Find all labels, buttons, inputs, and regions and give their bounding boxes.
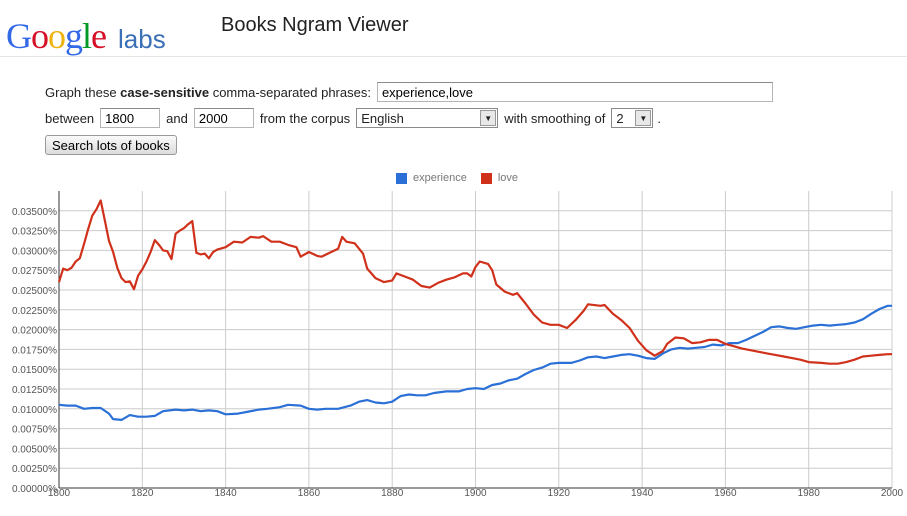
header: Google labs Books Ngram Viewer — [0, 0, 907, 57]
between-label: between — [45, 110, 95, 126]
series-line-experience — [58, 304, 892, 421]
y-tick-label: 0.00000% — [12, 484, 57, 495]
logo-letter: g — [65, 16, 83, 56]
legend-label-love: love — [497, 172, 519, 184]
x-tick-label: 1920 — [548, 488, 571, 499]
phrases-input[interactable] — [376, 82, 773, 102]
y-tick-label: 0.03250% — [12, 227, 57, 238]
x-tick-label: 1820 — [131, 488, 154, 499]
y-tick-label: 0.00250% — [12, 464, 57, 475]
end-punct: . — [657, 110, 661, 126]
chevron-down-icon: ▼ — [635, 110, 652, 126]
y-tick-label: 0.00750% — [12, 425, 57, 436]
and-label: and — [166, 110, 188, 126]
search-button[interactable]: Search lots of books — [45, 135, 177, 155]
y-tick-label: 0.01000% — [12, 405, 57, 416]
logo-letter: o — [48, 16, 66, 56]
logo-letter: l — [82, 16, 92, 56]
legend-swatch-love — [480, 172, 492, 184]
x-tick-label: 1900 — [464, 488, 487, 499]
y-tick-label: 0.03500% — [12, 207, 57, 218]
y-tick-label: 0.03000% — [12, 246, 57, 257]
legend-label-experience: experience — [413, 172, 467, 184]
legend-item-experience: experience — [396, 172, 467, 184]
smoothing-label: with smoothing of — [504, 110, 606, 126]
x-tick-label: 1960 — [714, 488, 737, 499]
x-tick-label: 1980 — [798, 488, 821, 499]
x-tick-label: 1800 — [48, 488, 71, 499]
options-row: between and from the corpus English ▼ wi… — [45, 108, 661, 128]
prompt-post: comma-separated phrases: — [212, 84, 371, 100]
y-tick-label: 0.01250% — [12, 385, 57, 396]
logo-letter: o — [31, 16, 49, 56]
x-tick-label: 2000 — [881, 488, 904, 499]
start-year-input[interactable] — [100, 108, 161, 128]
y-tick-label: 0.02500% — [12, 286, 57, 297]
google-logo[interactable]: Google — [6, 16, 107, 56]
prompt-pre: Graph these — [45, 84, 117, 100]
y-tick-label: 0.01750% — [12, 345, 57, 356]
legend-item-love: love — [480, 172, 519, 184]
smoothing-value: 2 — [616, 110, 624, 126]
x-tick-label: 1840 — [214, 488, 237, 499]
labs-label: labs — [118, 24, 166, 54]
series-line-love — [57, 199, 892, 365]
logo-letter: G — [6, 16, 32, 56]
corpus-select[interactable]: English ▼ — [356, 108, 499, 128]
y-tick-label: 0.02000% — [12, 326, 57, 337]
end-year-input[interactable] — [193, 108, 254, 128]
x-tick-label: 1860 — [298, 488, 321, 499]
y-tick-label: 0.02750% — [12, 266, 57, 277]
corpus-label: from the corpus — [259, 110, 351, 126]
app-title: Books Ngram Viewer — [221, 14, 409, 36]
smoothing-select[interactable]: 2 ▼ — [611, 108, 654, 128]
prompt-bold: case-sensitive — [120, 84, 210, 100]
chevron-down-icon: ▼ — [480, 110, 497, 126]
y-tick-label: 0.01500% — [12, 365, 57, 376]
logo-letter: e — [91, 16, 107, 56]
chart-legend: experience love — [396, 172, 532, 184]
legend-swatch-experience — [396, 172, 407, 184]
x-tick-label: 1880 — [381, 488, 404, 499]
x-tick-label: 1940 — [631, 488, 654, 499]
y-tick-label: 0.00500% — [12, 444, 57, 455]
corpus-value: English — [361, 110, 404, 126]
phrases-row: Graph these case-sensitive comma-separat… — [45, 82, 773, 102]
y-tick-label: 0.02250% — [12, 306, 57, 317]
search-row: Search lots of books — [45, 135, 177, 155]
